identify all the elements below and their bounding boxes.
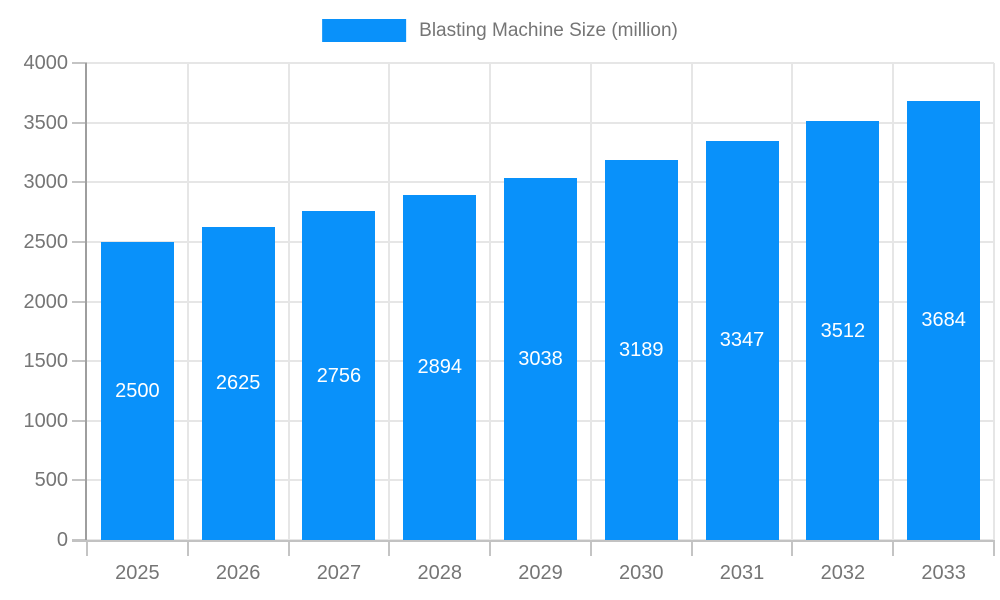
x-tick-label: 2028 [417, 562, 462, 584]
v-gridline [791, 63, 794, 540]
bar-value-label: 3512 [820, 319, 866, 342]
v-gridline [287, 63, 290, 540]
x-tick-label: 2025 [115, 562, 160, 584]
x-tick-label: 2029 [518, 562, 563, 584]
x-tick-label: 2027 [316, 562, 362, 584]
v-gridline [690, 63, 693, 540]
y-tick [72, 62, 87, 64]
bar-2030 [604, 159, 678, 540]
bar-value-label: 2500 [115, 379, 160, 402]
y-tick-label: 1000 [23, 409, 69, 432]
v-gridline [993, 63, 995, 540]
x-tick-label: 2031 [719, 562, 765, 584]
legend-swatch [322, 19, 407, 42]
y-tick-label: 2000 [23, 290, 69, 313]
bar-value-label: 3684 [921, 309, 966, 332]
bar-value-label: 3189 [619, 338, 664, 361]
x-tick [791, 540, 794, 556]
legend[interactable]: Blasting Machine Size (million) [322, 19, 678, 42]
x-tick [489, 540, 492, 556]
bar-value-label: 3038 [518, 347, 563, 370]
bar-2033 [907, 100, 981, 540]
y-tick [72, 479, 87, 482]
h-gridline [87, 62, 994, 64]
x-tick [86, 540, 88, 556]
y-tick [72, 360, 87, 363]
y-tick-label: 500 [34, 469, 68, 492]
bar-2025 [100, 241, 174, 540]
x-tick [287, 540, 290, 556]
x-tick-label: 2026 [215, 562, 261, 584]
y-tick-label: 4000 [23, 52, 69, 74]
bar-2027 [302, 211, 376, 540]
y-tick-label: 3000 [23, 171, 69, 194]
y-tick-label: 0 [56, 529, 68, 551]
bar-2028 [403, 194, 477, 540]
x-tick-label: 2032 [820, 562, 866, 584]
x-tick [186, 540, 189, 556]
y-tick-label: 1500 [23, 350, 69, 373]
x-tick [589, 540, 592, 556]
y-tick-label: 3500 [23, 111, 69, 134]
x-tick [388, 540, 391, 556]
v-gridline [388, 63, 391, 540]
x-tick-label: 2033 [921, 562, 966, 584]
bar-2026 [201, 226, 275, 540]
x-axis-line [72, 540, 994, 542]
bar-value-label: 2894 [417, 356, 462, 379]
y-tick-label: 2500 [23, 230, 69, 253]
x-tick [690, 540, 693, 556]
y-tick [72, 121, 87, 124]
y-tick [72, 419, 87, 422]
v-gridline [892, 63, 895, 540]
h-gridline [87, 121, 994, 124]
bar-value-label: 3347 [719, 329, 765, 352]
y-tick [72, 181, 87, 184]
x-tick [892, 540, 895, 556]
bar-2031 [705, 140, 779, 540]
legend-label: Blasting Machine Size (million) [419, 19, 678, 41]
x-tick-label: 2030 [619, 562, 664, 584]
v-gridline [589, 63, 592, 540]
x-tick [993, 540, 995, 556]
bar-value-label: 2625 [215, 372, 261, 395]
bar-value-label: 2756 [316, 364, 362, 387]
y-tick [72, 240, 87, 243]
v-gridline [186, 63, 189, 540]
v-gridline [489, 63, 492, 540]
y-tick [72, 300, 87, 303]
bar-2029 [504, 177, 577, 540]
bar-2032 [806, 121, 880, 540]
y-axis-line [85, 63, 87, 542]
